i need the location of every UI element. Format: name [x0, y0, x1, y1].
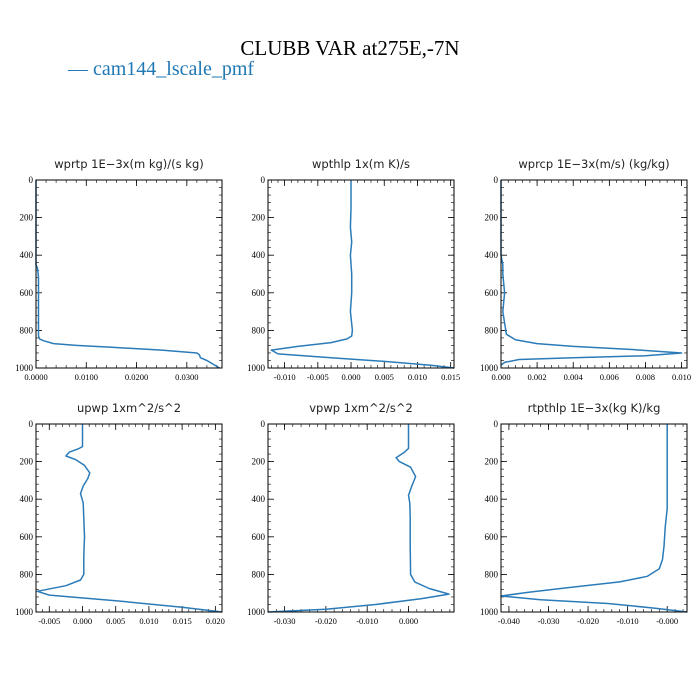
y-tick-label: 800	[485, 325, 499, 335]
x-tick-label: 0.015	[441, 372, 460, 382]
x-tick-label: -0.020	[315, 616, 337, 626]
y-tick-label: 600	[252, 532, 266, 542]
y-tick-label: 600	[20, 288, 34, 298]
chart-title: upwp 1xm^2/s^2	[77, 401, 181, 415]
x-tick-label: 0.002	[528, 372, 547, 382]
x-tick-label: 0.015	[173, 616, 192, 626]
y-tick-label: 800	[485, 569, 499, 579]
x-tick-label: 0.006	[600, 372, 619, 382]
y-tick-label: 600	[20, 532, 34, 542]
chart-panel: upwp 1xm^2/s^2 0 200 400 600 800 1000 -0.005 0.0…	[15, 401, 225, 626]
plot-frame	[35, 423, 223, 613]
x-tick-label: -0.020	[577, 616, 599, 626]
y-tick-label: 200	[252, 457, 266, 467]
x-tick-label: 0.000	[341, 372, 360, 382]
plot-frame	[500, 423, 688, 613]
y-tick-label: 400	[20, 250, 34, 260]
y-tick-label: 600	[485, 288, 499, 298]
series-line	[35, 180, 220, 369]
x-tick-label: -0.030	[274, 616, 296, 626]
chart-panel: rtpthlp 1E−3x(kg K)/kg02004006008001000-…	[480, 401, 688, 626]
y-tick-label: 800	[252, 569, 266, 579]
x-tick-label: 0.008	[636, 372, 655, 382]
y-tick-label: 1000	[480, 607, 499, 617]
y-tick-label: 1000	[15, 607, 34, 617]
x-tick-label: 0.000	[73, 616, 92, 626]
y-tick-label: 0	[261, 419, 266, 429]
x-tick-label: 0.020	[206, 616, 225, 626]
x-tick-label: -0.000	[656, 616, 678, 626]
chart-panel: wpthlp 1x(m K)/s 0 200 400 600 800 1000 -0.010 -…	[247, 157, 460, 382]
y-tick-label: 0	[494, 419, 499, 429]
chart-title: vpwp 1xm^2/s^2	[309, 401, 413, 415]
y-tick-label: 400	[485, 250, 499, 260]
y-tick-label: 200	[252, 213, 266, 223]
x-tick-label: -0.010	[617, 616, 639, 626]
plot-frame	[267, 179, 455, 369]
y-tick-label: 200	[20, 213, 34, 223]
y-tick-label: 800	[252, 325, 266, 335]
plot-frame	[35, 179, 223, 369]
x-tick-label: 0.0100	[75, 372, 98, 382]
plot-frame	[500, 179, 688, 369]
y-tick-label: 0	[29, 419, 34, 429]
x-tick-label: 0.0300	[175, 372, 198, 382]
y-tick-label: 1000	[15, 363, 34, 373]
chart-title: wpthlp 1x(m K)/s	[312, 157, 410, 171]
x-tick-label: 0.005	[375, 372, 394, 382]
y-tick-label: 600	[485, 532, 499, 542]
series-line	[267, 424, 450, 613]
x-tick-label: 0.0000	[24, 372, 47, 382]
y-tick-label: 400	[485, 494, 499, 504]
x-tick-label: -0.005	[38, 616, 60, 626]
y-tick-label: 200	[20, 457, 34, 467]
chart-title: wprcp 1E−3x(m/s) (kg/kg)	[518, 157, 669, 171]
x-tick-label: 0.000	[399, 616, 418, 626]
y-tick-label: 400	[252, 494, 266, 504]
x-tick-label: 0.010	[139, 616, 158, 626]
legend-entry: — cam144_lscale_pmf	[68, 58, 255, 80]
series-line	[500, 180, 683, 366]
figure-title: CLUBB VAR at275E,-7N	[240, 36, 460, 60]
y-tick-label: 200	[485, 213, 499, 223]
y-tick-label: 1000	[247, 607, 266, 617]
y-tick-label: 0	[494, 175, 499, 185]
chart-panel: vpwp 1xm^2/s^2 0 200 400 600 800 1000 -0.030 -0.…	[247, 401, 455, 626]
x-tick-label: 0.010	[672, 372, 691, 382]
chart-panel: wprcp 1E−3x(m/s) (kg/kg) 0 200 400 600 800 100…	[480, 157, 691, 382]
plot-frame	[267, 423, 455, 613]
series-line	[36, 424, 223, 613]
x-tick-label: 0.004	[564, 372, 584, 382]
x-tick-label: 0.0200	[125, 372, 148, 382]
x-tick-label: 0.010	[408, 372, 427, 382]
series-line	[270, 180, 455, 369]
y-tick-label: 400	[252, 250, 266, 260]
y-tick-label: 1000	[480, 363, 499, 373]
x-tick-label: -0.010	[274, 372, 296, 382]
x-tick-label: 0.000	[491, 372, 510, 382]
y-tick-label: 800	[20, 325, 34, 335]
chart-title: wprtp 1E−3x(m kg)/(s kg)	[54, 157, 203, 171]
series-line	[500, 424, 688, 613]
x-tick-label: -0.040	[498, 616, 520, 626]
y-tick-label: 0	[261, 175, 266, 185]
chart-panel: wprtp 1E−3x(m kg)/(s kg) 0 200 400 600 800 100…	[15, 157, 223, 382]
x-tick-label: -0.005	[307, 372, 329, 382]
chart-title: rtpthlp 1E−3x(kg K)/kg	[528, 401, 661, 415]
y-tick-label: 400	[20, 494, 34, 504]
y-tick-label: 200	[485, 457, 499, 467]
y-tick-label: 600	[252, 288, 266, 298]
y-tick-label: 800	[20, 569, 34, 579]
y-tick-label: 0	[29, 175, 34, 185]
x-tick-label: -0.030	[538, 616, 560, 626]
x-tick-label: 0.005	[106, 616, 125, 626]
x-tick-label: -0.010	[356, 616, 378, 626]
y-tick-label: 1000	[247, 363, 266, 373]
